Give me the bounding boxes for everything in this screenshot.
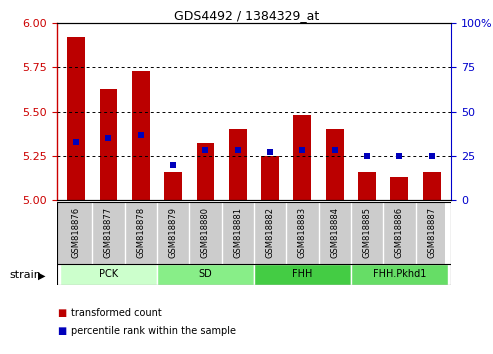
Bar xyxy=(132,71,150,200)
Point xyxy=(395,153,403,159)
Bar xyxy=(67,37,85,200)
Point xyxy=(298,148,306,153)
Text: transformed count: transformed count xyxy=(71,308,162,318)
Point xyxy=(331,148,339,153)
Point xyxy=(202,148,210,153)
Bar xyxy=(157,264,254,285)
Bar xyxy=(164,172,182,200)
Bar xyxy=(197,143,214,200)
Text: GDS4492 / 1384329_at: GDS4492 / 1384329_at xyxy=(174,9,319,22)
Point xyxy=(234,148,242,153)
Text: GSM818881: GSM818881 xyxy=(233,207,242,258)
Bar xyxy=(229,129,246,200)
Point xyxy=(137,132,144,137)
Point xyxy=(105,135,112,141)
Text: GSM818884: GSM818884 xyxy=(330,207,339,258)
Bar xyxy=(390,177,408,200)
Text: GSM818882: GSM818882 xyxy=(266,207,275,258)
Bar xyxy=(358,172,376,200)
Point xyxy=(428,153,436,159)
Text: GSM818876: GSM818876 xyxy=(71,207,80,258)
Text: ■: ■ xyxy=(57,308,66,318)
Text: GSM818880: GSM818880 xyxy=(201,207,210,258)
Text: GSM818883: GSM818883 xyxy=(298,207,307,258)
Text: ■: ■ xyxy=(57,326,66,336)
Point xyxy=(266,149,274,155)
Text: GSM818885: GSM818885 xyxy=(362,207,372,258)
Text: FHH.Pkhd1: FHH.Pkhd1 xyxy=(373,269,426,279)
Text: GSM818887: GSM818887 xyxy=(427,207,436,258)
Point xyxy=(169,162,177,167)
Text: GSM818878: GSM818878 xyxy=(136,207,145,258)
Point xyxy=(363,153,371,159)
Bar xyxy=(293,115,311,200)
Bar xyxy=(254,264,351,285)
Text: FHH: FHH xyxy=(292,269,313,279)
Point xyxy=(72,139,80,144)
Bar xyxy=(326,129,344,200)
Bar xyxy=(351,264,448,285)
Text: SD: SD xyxy=(199,269,212,279)
Text: ▶: ▶ xyxy=(38,270,46,280)
Text: GSM818886: GSM818886 xyxy=(395,207,404,258)
Text: percentile rank within the sample: percentile rank within the sample xyxy=(71,326,237,336)
Text: GSM818879: GSM818879 xyxy=(169,207,177,258)
Bar xyxy=(100,88,117,200)
Bar xyxy=(261,156,279,200)
Text: PCK: PCK xyxy=(99,269,118,279)
Text: strain: strain xyxy=(10,270,42,280)
Bar xyxy=(423,172,441,200)
Bar xyxy=(60,264,157,285)
Text: GSM818877: GSM818877 xyxy=(104,207,113,258)
